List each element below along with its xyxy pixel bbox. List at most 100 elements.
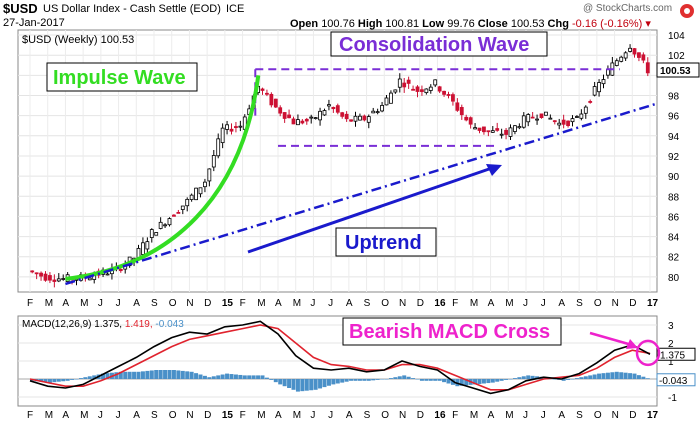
histogram-bar	[464, 379, 469, 386]
histogram-bar	[318, 379, 323, 389]
uptrend-arrowhead	[486, 164, 502, 176]
candle-body	[282, 112, 287, 119]
candle-body	[473, 127, 477, 130]
x-tick-label-bottom: A	[558, 410, 565, 421]
candle-body	[194, 187, 198, 201]
candle-body	[318, 110, 322, 121]
candle-body	[358, 115, 362, 121]
histogram-bar	[225, 373, 230, 379]
candle-body	[623, 52, 628, 59]
histogram-bar	[287, 379, 292, 388]
histogram-bar	[570, 379, 575, 380]
histogram-bar	[247, 375, 252, 379]
histogram-bar	[446, 379, 451, 384]
impulse-label-box	[46, 62, 198, 92]
histogram-bar	[331, 379, 336, 385]
candle-body	[561, 119, 566, 125]
x-tick-label: N	[186, 298, 193, 309]
x-tick-label: 15	[222, 298, 234, 309]
x-tick-label-bottom: F	[452, 410, 458, 421]
x-tick-label: J	[116, 298, 121, 309]
x-tick-label: S	[364, 298, 371, 309]
candle-body	[39, 272, 43, 277]
histogram-bar	[149, 370, 154, 379]
consolidation-label-box	[330, 31, 548, 57]
histogram-bar	[216, 375, 221, 379]
candle-body	[606, 69, 610, 76]
x-tick-label-bottom: A	[275, 410, 282, 421]
candle-body	[637, 52, 641, 58]
x-tick-label-bottom: S	[576, 410, 583, 421]
candle-body	[575, 116, 579, 118]
histogram-bar	[424, 379, 429, 381]
histogram-bar	[335, 379, 340, 384]
x-tick-label-bottom: M	[80, 410, 88, 421]
candle-body	[535, 118, 539, 121]
candle-body	[225, 124, 229, 130]
histogram-bar	[610, 372, 615, 379]
candle-body	[340, 112, 345, 117]
histogram-bar	[47, 379, 52, 383]
candle-body	[211, 155, 216, 168]
candle-body	[145, 241, 150, 250]
candle-body	[415, 86, 420, 92]
candle-body	[172, 214, 176, 217]
x-tick-label: J	[541, 298, 546, 309]
histogram-bar	[291, 379, 296, 390]
candle-body	[220, 127, 225, 144]
histogram-bar	[198, 374, 203, 379]
histogram-bar	[459, 379, 464, 386]
bearish-cross-circle	[635, 339, 661, 367]
macd-y-tick: 2	[668, 339, 674, 350]
histogram-bar	[56, 379, 61, 382]
x-tick-label-bottom: S	[151, 410, 158, 421]
histogram-bar	[437, 379, 442, 381]
histogram-bar	[189, 371, 194, 379]
x-tick-label: D	[417, 298, 424, 309]
candle-body	[499, 133, 504, 136]
x-tick-label: J	[328, 298, 333, 309]
histogram-bar	[105, 373, 110, 379]
candle-body	[278, 107, 283, 114]
x-tick-label-bottom: 15	[222, 410, 234, 421]
histogram-bar	[43, 379, 48, 383]
candle-body	[433, 79, 438, 86]
x-tick-label: M	[45, 298, 53, 309]
histogram-bar	[344, 379, 349, 382]
histogram-bar	[592, 374, 597, 379]
candle-body	[539, 113, 544, 119]
candle-body	[313, 117, 318, 120]
histogram-bar	[185, 371, 190, 379]
histogram-bar	[623, 372, 628, 379]
histogram-bar	[202, 375, 207, 379]
histogram-bar	[269, 379, 274, 380]
x-tick-label-bottom: O	[594, 410, 602, 421]
candle-body	[61, 278, 66, 280]
low-value: 99.76	[447, 18, 475, 30]
x-tick-label: A	[62, 298, 69, 309]
candle-body	[632, 48, 637, 55]
x-tick-label: N	[399, 298, 406, 309]
histogram-bar	[242, 375, 247, 379]
histogram-bar	[176, 370, 181, 379]
bearish-label: Bearish MACD Cross	[349, 321, 550, 343]
candle-body	[570, 118, 575, 123]
candle-body	[592, 86, 597, 96]
candle-body	[513, 125, 517, 132]
histogram-bar	[597, 373, 602, 379]
x-tick-label: M	[293, 298, 301, 309]
macd-histogram	[30, 370, 650, 392]
x-tick-label: F	[452, 298, 458, 309]
x-tick-label-bottom: N	[399, 410, 406, 421]
candle-body	[490, 130, 495, 133]
histogram-bar	[433, 379, 438, 381]
high-value: 100.81	[385, 18, 420, 30]
candle-body	[149, 229, 154, 238]
x-tick-label: A	[488, 298, 495, 309]
x-tick-label: F	[27, 298, 33, 309]
x-tick-label-bottom: 17	[647, 410, 659, 421]
gear-icon[interactable]	[678, 2, 696, 20]
x-tick-label-bottom: M	[293, 410, 301, 421]
x-tick-label-bottom: J	[328, 410, 333, 421]
candle-body	[397, 78, 402, 88]
